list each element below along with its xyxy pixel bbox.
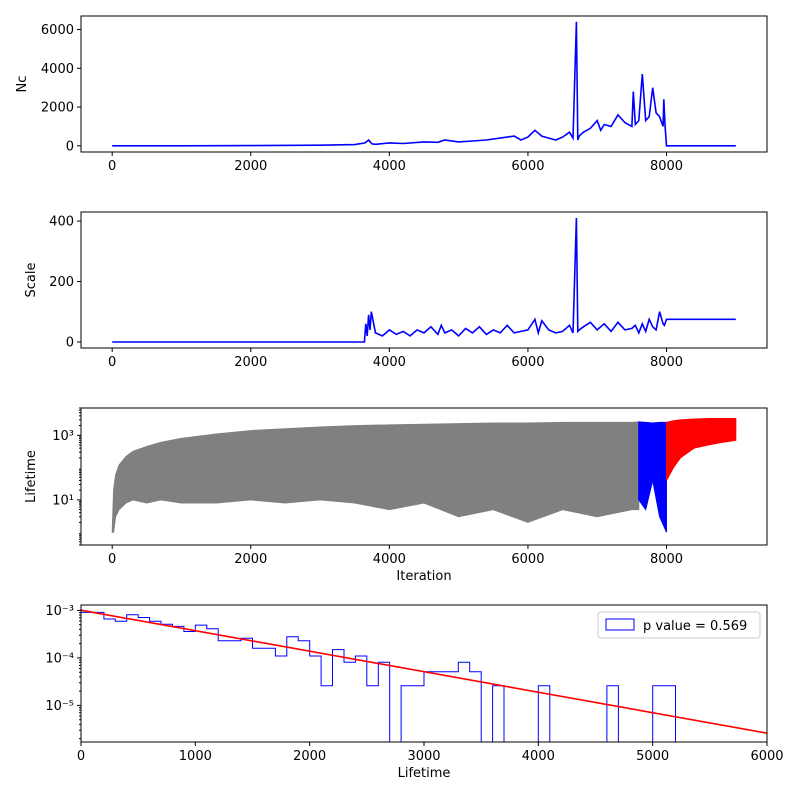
plot-area xyxy=(111,418,737,533)
plot-area xyxy=(81,609,767,742)
axes-frame xyxy=(80,211,768,349)
x-tick-label: 4000 xyxy=(373,355,406,370)
x-tick-label: 4000 xyxy=(373,552,406,567)
panel-3: 0 2000 4000 6000 8000 10¹ 10³ Iteration Lifetime xyxy=(24,407,768,584)
x-tick-label: 2000 xyxy=(293,749,326,764)
y-tick-label: 200 xyxy=(49,275,74,290)
x-tick-label: 2000 xyxy=(234,355,267,370)
panel-2: 0 2000 4000 6000 8000 0 200 400 Scale xyxy=(24,211,768,370)
y-axis-label: Lifetime xyxy=(24,450,39,503)
x-tick-label: 1000 xyxy=(179,749,212,764)
x-tick-label: 8000 xyxy=(650,355,683,370)
y-tick-label: 10¹ xyxy=(52,493,74,508)
x-tick-label: 0 xyxy=(108,159,116,174)
plot-area xyxy=(112,21,736,147)
series-spikes xyxy=(666,418,737,479)
x-tick-label: 0 xyxy=(108,355,116,370)
x-axis-label: Lifetime xyxy=(398,766,451,781)
series-line xyxy=(112,21,736,147)
x-tick-label: 8000 xyxy=(650,552,683,567)
y-axis-label: Scale xyxy=(24,263,39,298)
fit-line xyxy=(81,609,767,734)
y-tick-label: 4000 xyxy=(41,62,74,77)
y-tick-label: 0 xyxy=(66,335,74,350)
series-spikes xyxy=(113,422,638,526)
x-tick-label: 2000 xyxy=(234,552,267,567)
histogram-steps xyxy=(81,611,676,742)
x-tick-label: 2000 xyxy=(234,159,267,174)
x-tick-label: 4000 xyxy=(522,749,555,764)
series-spikes xyxy=(638,421,667,526)
y-tick-label: 10³ xyxy=(52,429,74,444)
legend: p value = 0.569 xyxy=(597,611,761,639)
axes-frame xyxy=(80,407,768,546)
x-axis-label: Iteration xyxy=(396,569,451,584)
x-tick-label: 6000 xyxy=(511,552,544,567)
legend-swatch xyxy=(605,618,635,631)
x-tick-label: 6000 xyxy=(750,749,783,764)
y-tick-label: 10⁻³ xyxy=(45,604,74,619)
x-tick-label: 0 xyxy=(108,552,116,567)
panel-4: p value = 0.569 0 1000 2000 3000 4000 5000 6000… xyxy=(45,604,783,781)
y-tick-label: 400 xyxy=(49,215,74,230)
series-band xyxy=(111,421,640,533)
legend-box xyxy=(597,611,761,639)
x-tick-label: 5000 xyxy=(636,749,669,764)
y-tick-label: 0 xyxy=(66,139,74,154)
x-tick-label: 6000 xyxy=(511,159,544,174)
y-tick-label: 6000 xyxy=(41,23,74,38)
legend-label: p value = 0.569 xyxy=(643,619,747,634)
panel-1: 0 2000 4000 6000 8000 0 2000 4000 6000 Nc xyxy=(15,15,768,174)
axes-frame xyxy=(80,15,768,153)
x-tick-label: 4000 xyxy=(373,159,406,174)
y-tick-label: 10⁻⁵ xyxy=(45,699,74,714)
x-tick-label: 6000 xyxy=(511,355,544,370)
series-line xyxy=(112,217,736,343)
y-tick-label: 10⁻⁴ xyxy=(45,651,74,666)
y-tick-label: 2000 xyxy=(41,101,74,116)
x-tick-label: 3000 xyxy=(407,749,440,764)
x-tick-label: 8000 xyxy=(650,159,683,174)
y-axis-label: Nc xyxy=(15,76,30,93)
plot-area xyxy=(112,217,736,343)
x-tick-label: 0 xyxy=(77,749,85,764)
